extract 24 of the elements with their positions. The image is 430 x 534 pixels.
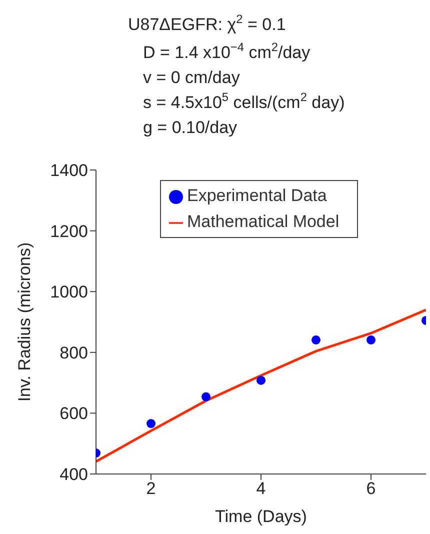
y-tick-label: 600 — [60, 404, 88, 424]
x-tick-label: 4 — [256, 479, 266, 498]
point — [201, 392, 211, 402]
text: g = 0.10/day — [143, 118, 238, 137]
y-tick-label: 1400 — [50, 161, 88, 180]
point — [256, 376, 266, 385]
x-tick-label: 6 — [366, 479, 376, 498]
line-series — [96, 308, 426, 463]
y-tick-label: 1200 — [50, 222, 88, 241]
legend-label: Experimental Data — [187, 186, 327, 205]
text: v = 0 cm/day — [143, 68, 240, 87]
point — [311, 335, 321, 344]
y-axis-title: Inv. Radius (microns) — [15, 242, 34, 402]
text: D = 1.4 x10$^{−4}$ cm$^{2}$/day — [143, 40, 311, 62]
y-tick-label: 400 — [60, 465, 88, 484]
x-axis-title: Time (Days) — [215, 507, 307, 526]
chart-title: U87ΔEGFR: χ$^{2}$ = 0.1 — [128, 12, 286, 34]
text: s = 4.5x10$^{5}$ cells/(cm$^{2}$ day) — [143, 90, 345, 112]
legend-label: Mathematical Model — [187, 212, 340, 231]
y-tick-label: 800 — [60, 343, 88, 362]
x-tick-label: 2 — [146, 479, 156, 498]
point — [146, 419, 156, 428]
y-tick-label: 1000 — [50, 282, 88, 302]
point — [366, 335, 376, 344]
